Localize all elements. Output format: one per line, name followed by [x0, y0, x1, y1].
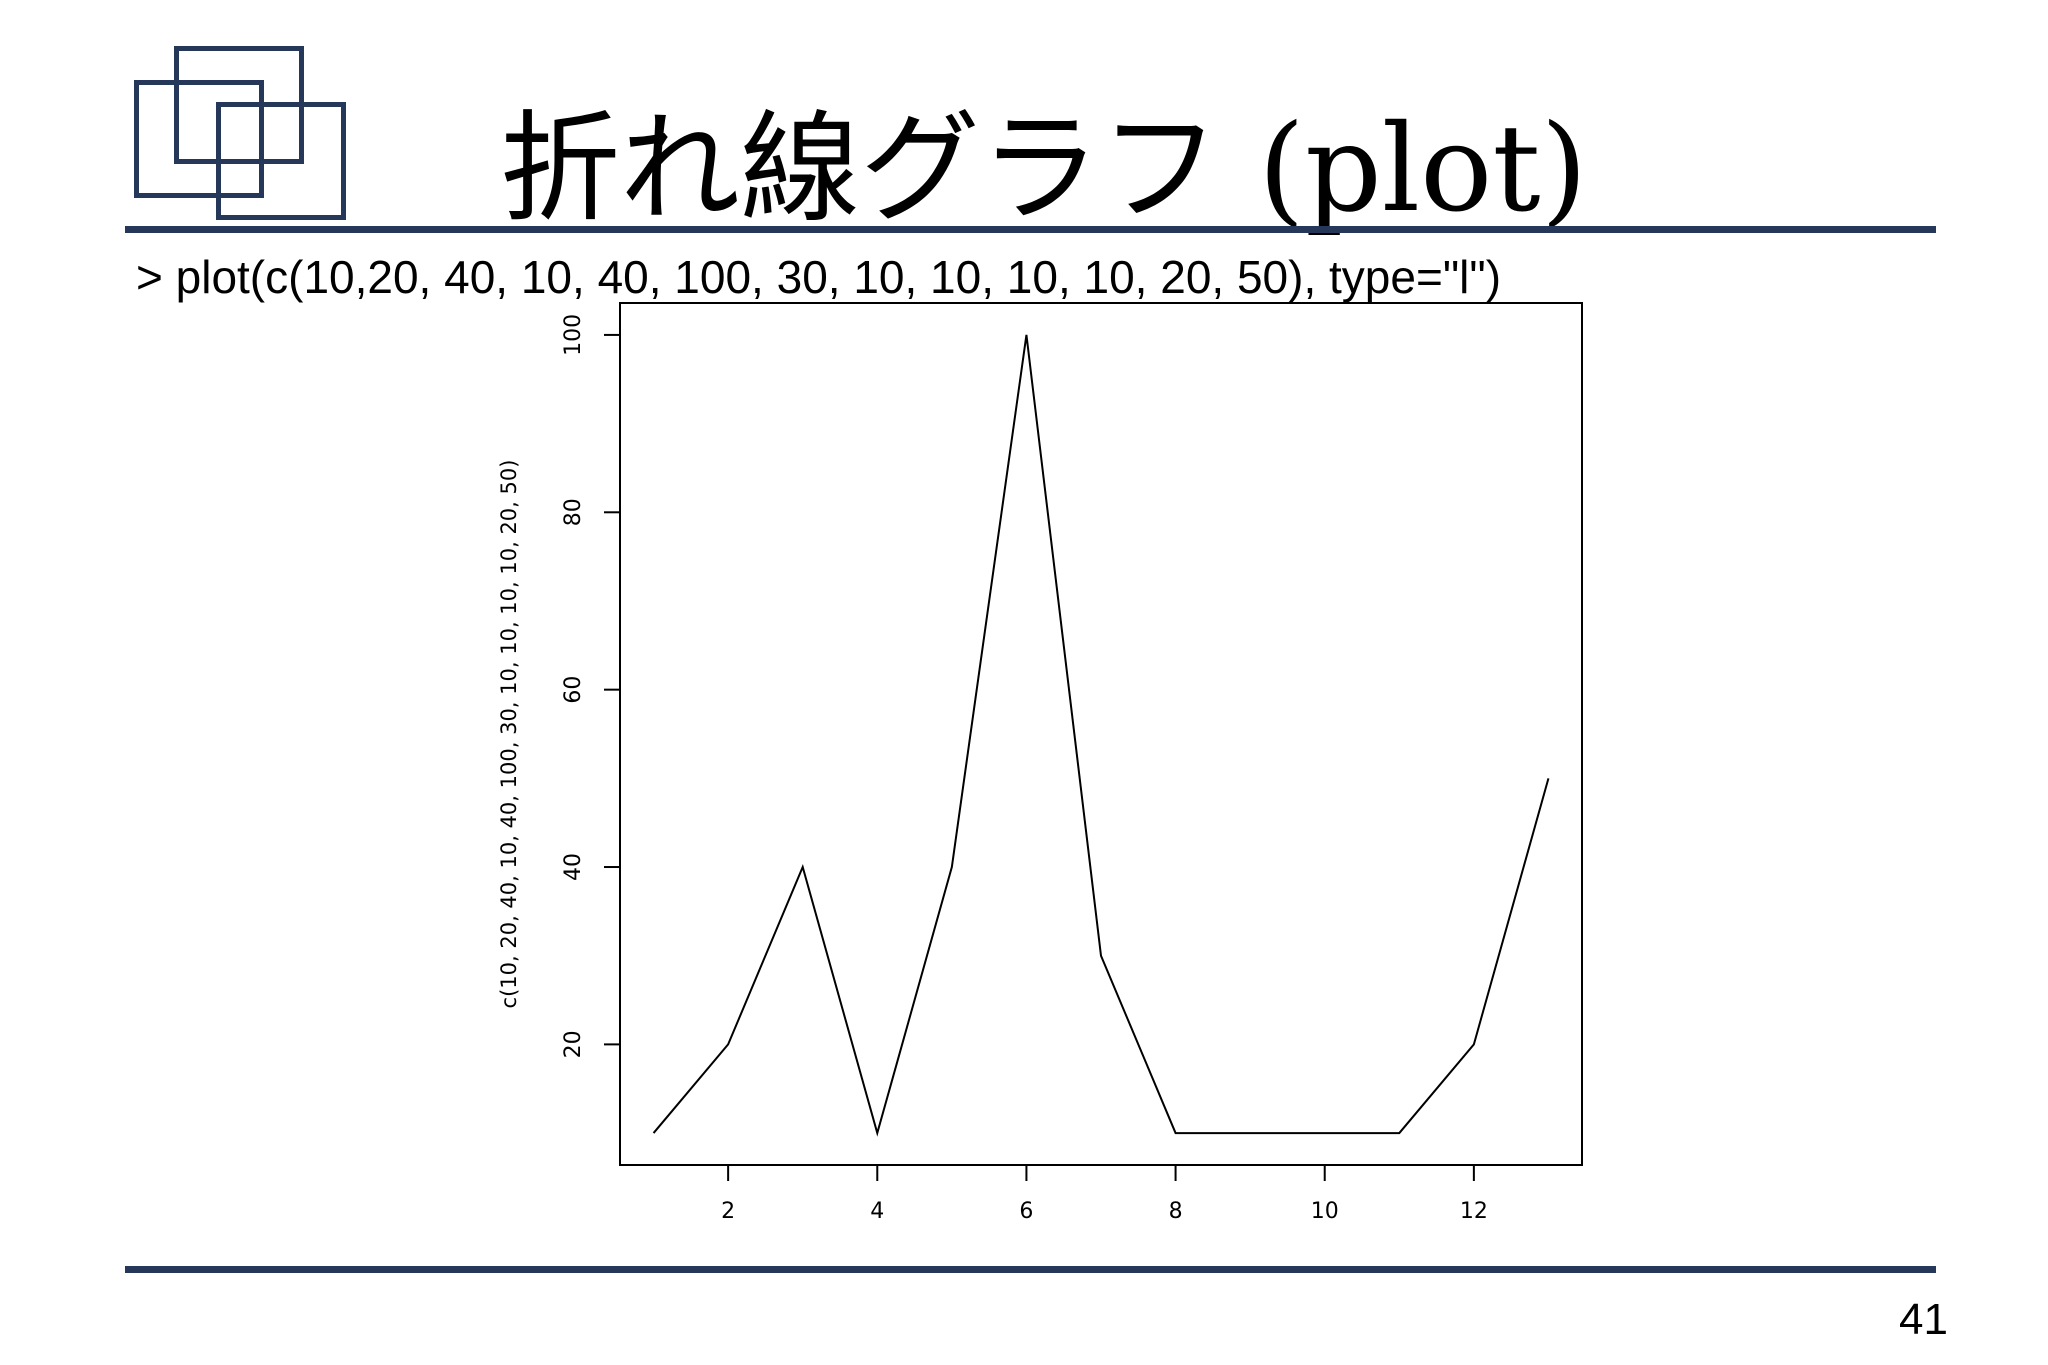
x-tick-label: 8	[1169, 1199, 1183, 1224]
logo-icon	[134, 46, 354, 220]
slide-title: 折れ線グラフ (plot)	[500, 100, 1588, 239]
header-rule	[125, 226, 1936, 233]
y-axis: 20 40 60 80 100	[561, 314, 621, 1058]
r-command: > plot(c(10,20, 40, 10, 40, 100, 30, 10,…	[136, 251, 1502, 303]
x-axis: 2 4 6 8 10 12	[721, 1164, 1488, 1224]
page-number: 41	[1899, 1295, 1948, 1344]
x-tick-label: 4	[870, 1199, 884, 1224]
y-tick-label: 100	[561, 314, 586, 356]
y-tick-label: 80	[561, 498, 586, 526]
logo-square-left	[134, 80, 264, 198]
footer-rule	[125, 1266, 1936, 1273]
series-line	[652, 334, 1550, 1137]
x-tick-label: 6	[1019, 1199, 1033, 1224]
plot-frame	[619, 302, 1583, 1166]
y-tick-label: 60	[561, 676, 586, 704]
x-tick-label: 2	[721, 1199, 735, 1224]
x-tick-label: 12	[1460, 1199, 1488, 1224]
y-tick-label: 20	[561, 1030, 586, 1058]
logo-square-right	[216, 102, 346, 220]
y-axis-label: c(10, 20, 40, 10, 40, 100, 30, 10, 10, 1…	[497, 460, 521, 1009]
y-tick-label: 40	[561, 853, 586, 881]
x-tick-label: 10	[1311, 1199, 1339, 1224]
